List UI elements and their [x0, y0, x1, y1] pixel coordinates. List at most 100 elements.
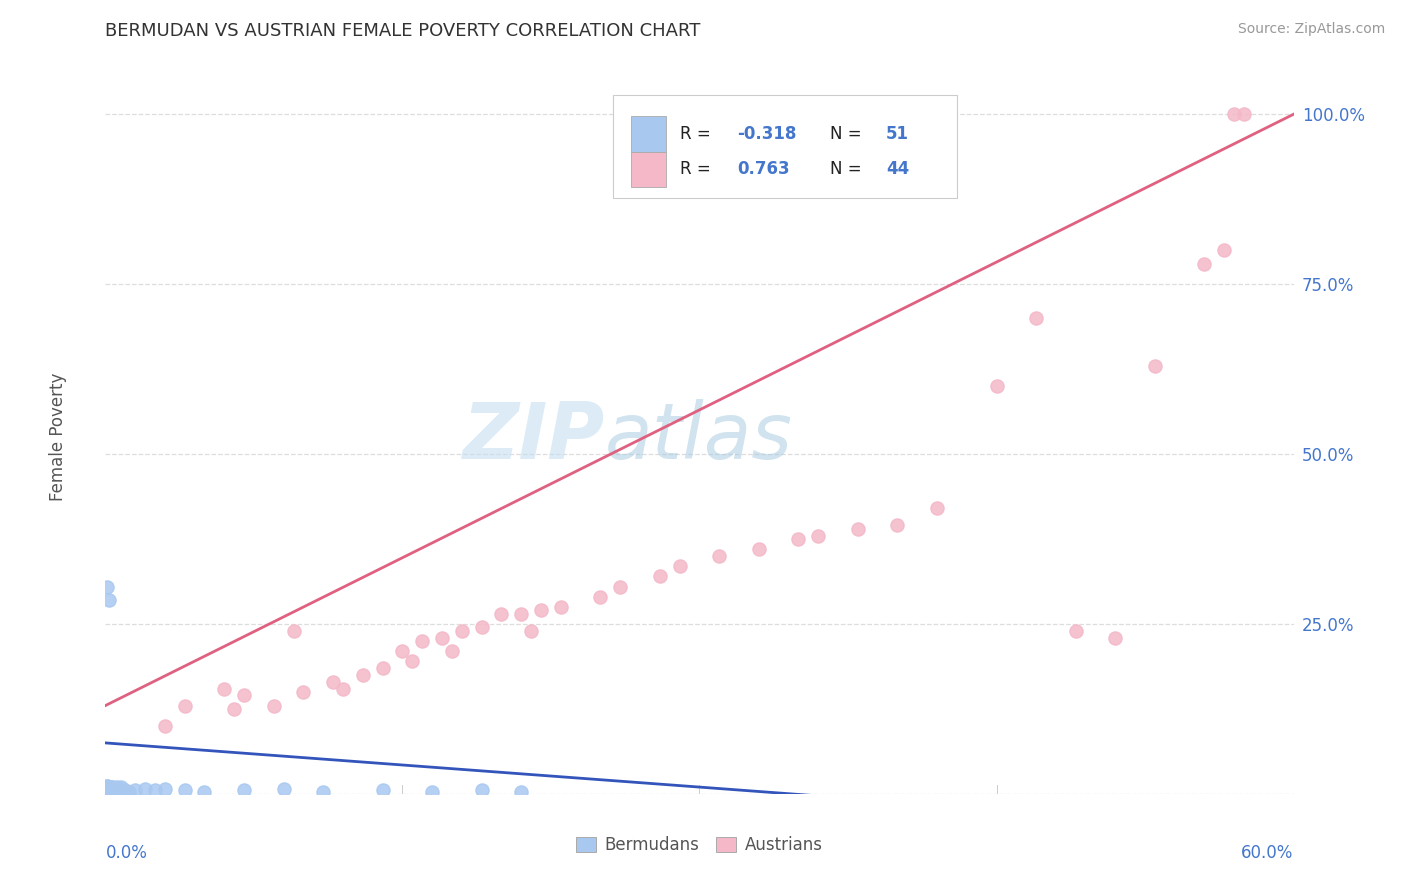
- Point: [96, 783, 118, 797]
- Point: [96, 779, 118, 793]
- Point: [332, 681, 354, 696]
- Point: [411, 634, 433, 648]
- Text: Source: ZipAtlas.com: Source: ZipAtlas.com: [1237, 22, 1385, 37]
- Point: [214, 681, 236, 696]
- Point: [1213, 243, 1236, 257]
- Point: [100, 780, 122, 794]
- Text: R =: R =: [681, 161, 711, 178]
- Point: [1194, 257, 1216, 271]
- Point: [98, 781, 121, 796]
- Point: [589, 590, 612, 604]
- Point: [322, 674, 344, 689]
- Point: [550, 599, 572, 614]
- Point: [283, 624, 305, 638]
- Legend: Bermudans, Austrians: Bermudans, Austrians: [569, 830, 830, 861]
- Point: [96, 782, 118, 797]
- Point: [748, 542, 770, 557]
- Point: [96, 780, 118, 794]
- Point: [510, 785, 533, 799]
- Point: [193, 785, 215, 799]
- Point: [103, 782, 125, 797]
- Text: atlas: atlas: [605, 399, 793, 475]
- Point: [430, 631, 453, 645]
- Point: [98, 785, 121, 799]
- Point: [401, 654, 423, 668]
- Point: [105, 780, 128, 794]
- Point: [110, 780, 132, 794]
- Point: [668, 559, 690, 574]
- Point: [1104, 631, 1126, 645]
- Point: [263, 698, 285, 713]
- Point: [96, 783, 118, 797]
- Bar: [630, 116, 666, 152]
- Point: [491, 607, 513, 621]
- Point: [118, 785, 141, 799]
- Point: [98, 780, 121, 794]
- Point: [134, 782, 156, 797]
- Text: 0.763: 0.763: [738, 161, 790, 178]
- Point: [173, 783, 195, 797]
- Text: 0.0%: 0.0%: [105, 844, 148, 862]
- Point: [100, 783, 122, 797]
- Point: [450, 624, 472, 638]
- Point: [312, 785, 335, 799]
- Point: [103, 785, 125, 799]
- Point: [96, 779, 118, 793]
- Point: [104, 781, 127, 796]
- Point: [98, 782, 121, 797]
- Point: [925, 501, 948, 516]
- Point: [98, 593, 121, 607]
- Point: [1233, 107, 1256, 121]
- Point: [143, 783, 166, 797]
- Point: [233, 689, 256, 703]
- Point: [273, 782, 295, 797]
- Point: [233, 783, 256, 797]
- Point: [787, 532, 810, 546]
- Point: [371, 783, 394, 797]
- Point: [100, 782, 122, 797]
- Point: [100, 783, 122, 797]
- Point: [173, 698, 195, 713]
- Point: [391, 644, 413, 658]
- Text: N =: N =: [830, 125, 862, 143]
- Point: [224, 702, 246, 716]
- Point: [103, 780, 125, 794]
- Point: [352, 668, 374, 682]
- Point: [1064, 624, 1087, 638]
- Point: [807, 528, 830, 542]
- Point: [886, 518, 908, 533]
- Point: [103, 785, 125, 799]
- Text: ZIP: ZIP: [463, 399, 605, 475]
- Point: [100, 783, 122, 797]
- Point: [530, 603, 553, 617]
- Point: [292, 685, 315, 699]
- Text: 51: 51: [886, 125, 910, 143]
- Point: [648, 569, 671, 583]
- Point: [100, 783, 122, 797]
- Point: [371, 661, 394, 675]
- Text: N =: N =: [830, 161, 862, 178]
- Text: 60.0%: 60.0%: [1241, 844, 1294, 862]
- Bar: [630, 152, 666, 187]
- Point: [98, 782, 121, 797]
- Point: [471, 620, 494, 634]
- Point: [709, 549, 731, 563]
- Point: [1223, 107, 1246, 121]
- Point: [108, 782, 131, 797]
- Point: [124, 783, 146, 797]
- Point: [440, 644, 463, 658]
- Point: [100, 781, 122, 796]
- Point: [1025, 311, 1047, 326]
- FancyBboxPatch shape: [613, 95, 957, 198]
- Point: [105, 781, 128, 796]
- Point: [96, 580, 118, 594]
- Point: [420, 785, 443, 799]
- Text: 44: 44: [886, 161, 910, 178]
- Point: [100, 783, 122, 797]
- Point: [98, 780, 121, 794]
- Text: -0.318: -0.318: [738, 125, 797, 143]
- Text: BERMUDAN VS AUSTRIAN FEMALE POVERTY CORRELATION CHART: BERMUDAN VS AUSTRIAN FEMALE POVERTY CORR…: [105, 22, 700, 40]
- Point: [520, 624, 543, 638]
- Point: [510, 607, 533, 621]
- Text: Female Poverty: Female Poverty: [49, 373, 67, 501]
